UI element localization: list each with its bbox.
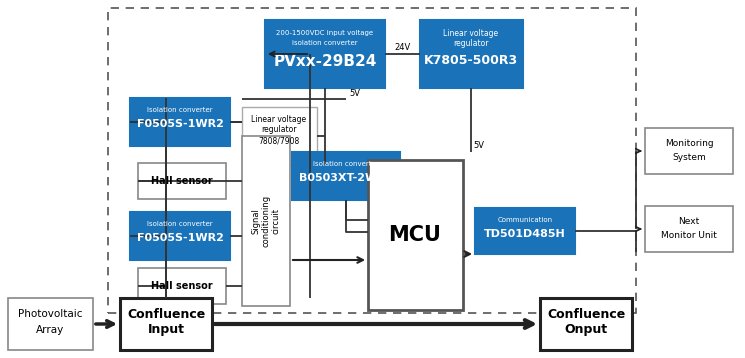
Text: 5V: 5V [349,90,361,98]
Text: isolation converter: isolation converter [292,40,358,46]
Text: MCU: MCU [389,225,442,245]
Bar [120,298,212,350]
Text: Hall sensor: Hall sensor [151,281,213,291]
Bar [138,268,226,304]
Text: Input: Input [148,324,185,337]
Text: K7805-500R3: K7805-500R3 [424,54,518,68]
Text: Photovoltaic: Photovoltaic [18,309,82,319]
Text: Isolation converter: Isolation converter [148,107,213,113]
Bar [8,298,93,350]
Text: 24V: 24V [395,43,411,52]
Text: Isolation converter: Isolation converter [148,221,213,227]
Bar [645,128,733,174]
Text: Signal
conditioning
circuit: Signal conditioning circuit [251,195,281,247]
Bar [475,208,575,254]
Bar [420,20,523,88]
Text: Array: Array [36,325,64,335]
Bar [292,152,400,200]
Text: 7808/7908: 7808/7908 [259,136,299,145]
Text: Communication: Communication [498,217,553,223]
Bar [130,212,230,260]
Text: Monitor Unit: Monitor Unit [661,232,717,241]
Bar [242,136,290,306]
Text: F0505S-1WR2: F0505S-1WR2 [136,119,224,129]
Bar [540,298,632,350]
Bar [108,8,636,313]
Text: TD501D485H: TD501D485H [484,229,566,239]
Bar [645,206,733,252]
Text: regulator: regulator [453,39,489,48]
Text: Hall sensor: Hall sensor [151,176,213,186]
Text: F0505S-1WR2: F0505S-1WR2 [136,233,224,243]
Text: Next: Next [679,217,700,226]
Text: 200-1500VDC input voltage: 200-1500VDC input voltage [276,30,373,36]
Bar [368,160,463,310]
Text: B0503XT-2WR2: B0503XT-2WR2 [299,173,393,183]
Text: regulator: regulator [261,126,297,135]
Bar [130,98,230,146]
Text: Linear voltage: Linear voltage [443,29,498,38]
Text: Confluence: Confluence [127,308,205,320]
Bar [265,20,385,88]
Bar [138,163,226,199]
Text: Onput: Onput [565,324,608,337]
Text: 5V: 5V [474,140,484,150]
Text: Confluence: Confluence [547,308,625,320]
Text: Monitoring: Monitoring [665,139,713,147]
Text: Linear voltage: Linear voltage [251,115,306,124]
Text: System: System [672,154,706,163]
Text: Isolation converter: Isolation converter [313,161,378,167]
Text: PVxx-29B24: PVxx-29B24 [273,54,377,69]
Bar [242,107,317,165]
